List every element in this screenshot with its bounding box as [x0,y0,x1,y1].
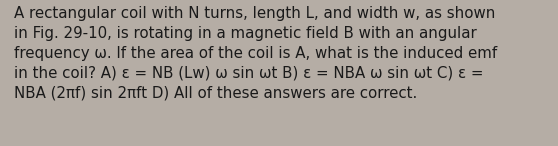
Text: A rectangular coil with N turns, length L, and width w, as shown
in Fig. 29-10, : A rectangular coil with N turns, length … [14,6,497,101]
